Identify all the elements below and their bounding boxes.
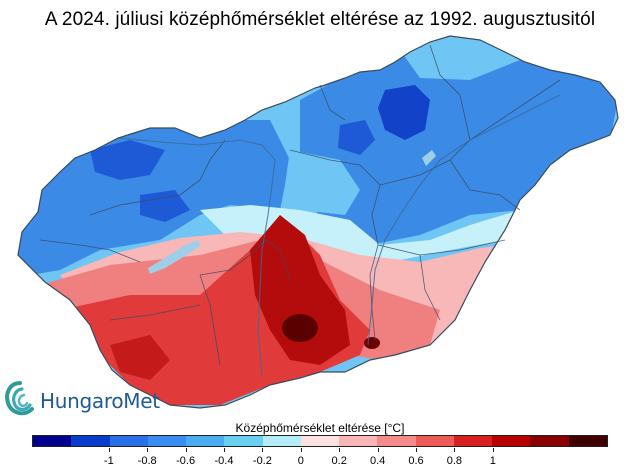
legend-color-segment <box>568 436 607 446</box>
lake-balaton <box>148 240 200 274</box>
river-danube <box>117 137 276 376</box>
legend-color-segment <box>339 436 378 446</box>
county-border <box>199 239 266 276</box>
legend-tick-label: 0.8 <box>446 455 463 467</box>
legend-tick-label: 1 <box>489 455 496 467</box>
lake-tisza <box>422 150 436 166</box>
legend-tick-label: 0 <box>297 455 304 467</box>
legend-ticks: -1 -0.8 -0.6 -0.4 -0.2 0 0.2 0.4 0.6 0.8 1 <box>32 448 608 472</box>
legend-tick-mark <box>339 448 341 452</box>
hungaromet-logo-icon <box>5 381 34 416</box>
legend-tick-label: 0.4 <box>369 455 386 467</box>
anomaly-zone-northeast-blue <box>300 45 618 245</box>
county-border <box>289 149 381 186</box>
anomaly-zone-dark-red <box>250 215 350 365</box>
anomaly-zone-west-dark-blue-2 <box>140 190 190 222</box>
county-border <box>89 194 181 216</box>
legend-tick-mark <box>185 448 187 452</box>
legend-tick-label: -0.2 <box>252 455 272 467</box>
legend-color-bar <box>32 435 608 447</box>
legend-color-segment <box>71 436 110 446</box>
anomaly-zone-central-light-blue <box>285 150 360 215</box>
legend-tick-mark <box>262 448 264 452</box>
legend-tick-label: -1 <box>103 455 114 467</box>
legend-tick-label: -0.8 <box>137 455 157 467</box>
hungaromet-logo: HungaroMet <box>2 375 162 427</box>
county-border <box>179 139 226 196</box>
legend-color-segment <box>530 436 569 446</box>
legend-tick-mark <box>224 448 225 452</box>
logo-text: HungaroMet <box>40 389 160 413</box>
anomaly-zone-very-dark-red-2 <box>364 337 380 349</box>
anomaly-zone-west-dark-blue <box>90 140 165 180</box>
legend-tick-mark <box>416 448 417 452</box>
county-border <box>429 44 471 141</box>
legend-tick-mark <box>454 448 456 452</box>
legend-color-segment <box>186 436 225 446</box>
legend-color-segment <box>492 436 531 446</box>
legend-tick-mark <box>108 448 110 452</box>
legend-tick-mark <box>147 448 149 452</box>
anomaly-zone-north-light-blue <box>400 40 520 80</box>
legend-color-segment <box>377 436 416 446</box>
legend-tick-label: -0.6 <box>176 455 196 467</box>
legend-tick-mark <box>300 448 302 452</box>
county-border <box>379 139 471 186</box>
anomaly-zone-northeast-dark-blue <box>378 85 430 140</box>
legend-color-segment <box>147 436 187 446</box>
legend-color-segment <box>453 436 493 446</box>
legend-tick-label: 0.2 <box>331 455 347 467</box>
anomaly-zone-very-dark-red <box>282 314 318 342</box>
legend-tick-label: -0.4 <box>214 455 234 467</box>
legend-color-segment <box>224 436 263 446</box>
county-border <box>469 79 561 141</box>
county-border <box>449 159 521 211</box>
anomaly-zone-northeast-dark-blue-2 <box>338 120 375 155</box>
legend-tick-mark <box>492 448 494 452</box>
legend-color-segment <box>109 436 148 446</box>
county-border <box>199 274 221 366</box>
legend-color-segment <box>415 436 454 446</box>
legend-tick-label: 0.6 <box>408 455 424 467</box>
legend-title: Középhőmérséklet eltérése [°C] <box>235 421 405 435</box>
legend-color-segment <box>262 436 301 446</box>
county-border <box>109 304 201 321</box>
county-border <box>39 239 141 263</box>
legend-tick-mark <box>377 448 379 452</box>
legend-color-segment <box>33 436 72 446</box>
county-border <box>419 254 441 321</box>
county-border <box>377 239 506 256</box>
river-tisza <box>367 94 561 346</box>
anomaly-zone-dark-red-south <box>110 335 170 380</box>
map-title: A 2024. júliusi középhőmérséklet eltérés… <box>44 9 596 30</box>
county-border <box>369 184 381 341</box>
legend-color-segment <box>300 436 340 446</box>
county-border <box>264 239 291 281</box>
county-border <box>319 84 346 121</box>
